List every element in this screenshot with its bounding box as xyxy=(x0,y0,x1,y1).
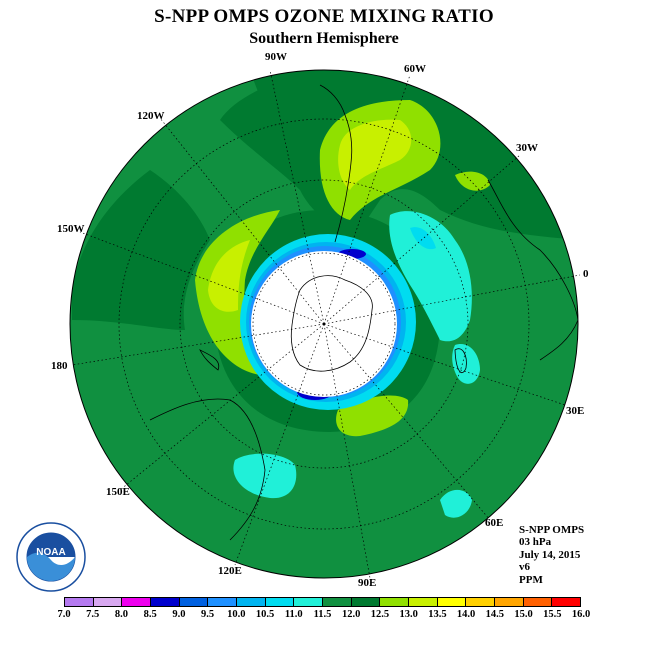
meridian-0 xyxy=(323,274,581,325)
colorbar-tick-label: 8.5 xyxy=(143,609,157,620)
colorbar-swatch xyxy=(65,598,94,606)
field-cyan-0-inner xyxy=(410,227,436,250)
lon-label-120e: 120E xyxy=(218,565,242,577)
colorbar-swatch xyxy=(93,598,123,606)
lon-label-60w: 60W xyxy=(404,63,426,75)
meridian-90e xyxy=(323,323,371,579)
colorbar-tick-label: 9.0 xyxy=(172,609,186,620)
noaa-logo-text: NOAA xyxy=(36,547,65,558)
lon-label-60e: 60E xyxy=(485,517,504,529)
antarctica-coast xyxy=(290,275,373,372)
colorbar-swatch xyxy=(437,598,467,606)
field-cyan-60e xyxy=(440,489,472,518)
colorbar-swatch xyxy=(552,598,581,606)
colorbar-swatches xyxy=(64,597,581,607)
colorbar-tick-label: 10.0 xyxy=(227,609,246,620)
lon-label-90e: 90E xyxy=(358,577,377,589)
field-yellowgreen-60w xyxy=(338,119,412,190)
colorbar-swatch xyxy=(323,598,352,606)
new-zealand xyxy=(199,349,220,371)
lon-label-150e: 150E xyxy=(106,486,130,498)
meridian-150w xyxy=(79,231,325,325)
lon-label-30w: 30W xyxy=(516,142,538,154)
lat-circle-30s xyxy=(179,179,469,469)
south-america-coast xyxy=(319,84,353,243)
lat-circle-10s xyxy=(118,118,530,530)
colorbar-tick-label: 12.0 xyxy=(342,609,361,620)
colorbar-swatch xyxy=(151,598,180,606)
info-block: S-NPP OMPS 03 hPa July 14, 2015 v6 PPM xyxy=(519,524,584,586)
meridian-90w xyxy=(269,69,325,325)
map-title: S-NPP OMPS OZONE MIXING RATIO xyxy=(154,6,494,27)
south-pole-marker xyxy=(322,322,326,326)
colorbar-swatch xyxy=(409,598,438,606)
map-subtitle: Southern Hemisphere xyxy=(249,30,399,47)
field-cyan-0 xyxy=(389,211,472,342)
field-cyan-150e xyxy=(233,453,297,499)
colorbar-tick-label: 7.0 xyxy=(57,609,71,620)
australia-coast xyxy=(149,398,266,541)
lon-label-0: 0 xyxy=(583,268,589,280)
colorbar-swatch xyxy=(122,598,152,606)
colorbar-tick-label: 15.5 xyxy=(543,609,562,620)
lon-label-120w: 120W xyxy=(137,110,165,122)
colorbar-swatch xyxy=(495,598,524,606)
colorbar-tick-label: 13.5 xyxy=(428,609,447,620)
meridian-180 xyxy=(71,323,325,366)
colorbar-tick-label: 16.0 xyxy=(571,609,591,620)
colorbar-tick-label: 12.5 xyxy=(370,609,390,620)
colorbar-tick-label: 9.5 xyxy=(201,609,215,620)
graticule xyxy=(71,69,581,579)
colorbar-tick-label: 10.5 xyxy=(255,609,275,620)
colorbar-swatch xyxy=(179,598,209,606)
meridian-30w xyxy=(323,154,521,325)
coastlines xyxy=(149,84,578,541)
colorbar-tick-label: 13.0 xyxy=(399,609,418,620)
colorbar-tick-label: 8.0 xyxy=(114,609,128,620)
info-level: 03 hPa xyxy=(519,536,552,549)
field-dark-band-2 xyxy=(72,170,210,330)
field-light-30w xyxy=(455,171,490,191)
colorbar-swatch xyxy=(351,598,381,606)
lon-label-180: 180 xyxy=(51,360,68,372)
colorbar-swatch xyxy=(265,598,295,606)
colorbar-tick-label: 7.5 xyxy=(86,609,100,620)
colorbar-swatch xyxy=(523,598,553,606)
colorbar-tick-label: 11.0 xyxy=(284,609,303,620)
field-yellowgreen-150w xyxy=(208,240,250,312)
info-date: July 14, 2015 xyxy=(519,548,581,561)
colorbar-tick-label: 14.0 xyxy=(456,609,476,620)
lon-label-90w: 90W xyxy=(265,51,287,63)
colorbar-swatch xyxy=(466,598,496,606)
lon-label-150w: 150W xyxy=(57,223,85,235)
lon-label-30e: 30E xyxy=(566,405,585,417)
colorbar-swatch xyxy=(237,598,266,606)
map-border xyxy=(69,69,579,579)
africa-coast xyxy=(487,179,578,361)
colorbar-swatch xyxy=(294,598,324,606)
info-version: v6 xyxy=(519,561,530,574)
colorbar-tick-label: 11.5 xyxy=(313,609,332,620)
info-units: PPM xyxy=(519,573,543,586)
colorbar: 7.0 7.5 8.0 8.5 9.0 9.5 10.0 10.5 11.0 11.5 12.0 12… xyxy=(57,597,590,620)
info-instrument: S-NPP OMPS xyxy=(519,524,585,536)
colorbar-swatch xyxy=(208,598,238,606)
noaa-logo: NOAA xyxy=(16,522,86,592)
field-dark-upper xyxy=(250,70,350,130)
lat-circle-60s xyxy=(252,252,396,396)
colorbar-swatch xyxy=(380,598,410,606)
colorbar-tick-label: 14.5 xyxy=(485,609,505,620)
meridian-60e xyxy=(323,323,491,521)
meridian-120e xyxy=(234,323,325,566)
madagascar xyxy=(454,348,467,373)
colorbar-tick-label: 15.0 xyxy=(514,609,533,620)
